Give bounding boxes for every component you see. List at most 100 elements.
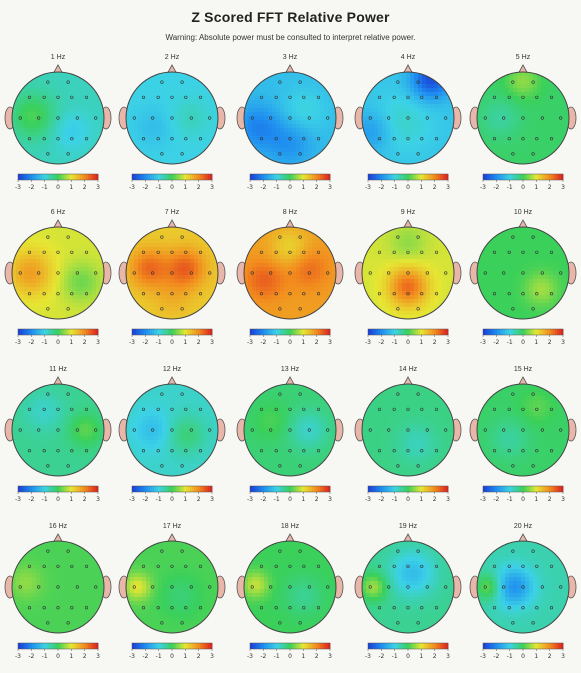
colorbar-tick-label: -3 (247, 496, 253, 503)
colorbar-tick-label: -1 (274, 653, 280, 660)
colorbar-tick-label: -3 (480, 653, 486, 660)
colorbar-tick-label: 3 (96, 496, 100, 503)
colorbar (132, 486, 212, 492)
colorbar-tick-label: -1 (392, 184, 398, 191)
colorbar-tick-label: -3 (365, 184, 371, 191)
colorbar (368, 643, 448, 649)
colorbar-tick-label: -3 (365, 653, 371, 660)
colorbar-tick-label: 2 (315, 184, 319, 191)
colorbar-tick-label: 1 (419, 496, 423, 503)
colorbar-tick-label: -2 (28, 184, 34, 191)
colorbar-tick-label: 0 (288, 653, 292, 660)
colorbar-tick-label: -3 (129, 653, 135, 660)
colorbar (18, 329, 98, 335)
colorbar-tick-label: 3 (328, 653, 332, 660)
colorbar-tick-label: -2 (28, 653, 34, 660)
colorbar (250, 174, 330, 180)
colorbar-tick-label: -2 (493, 184, 499, 191)
colorbar (250, 643, 330, 649)
colorbar-tick-label: 2 (197, 653, 201, 660)
colorbar-tick-label: 2 (197, 339, 201, 346)
colorbar-tick-label: 3 (210, 496, 214, 503)
colorbar-tick-label: 1 (69, 496, 73, 503)
colorbar-tick-label: 2 (315, 339, 319, 346)
colorbar-tick-label: -1 (156, 184, 162, 191)
colorbar (250, 486, 330, 492)
colorbar-tick-label: 2 (548, 496, 552, 503)
colorbar-tick-label: -1 (507, 184, 513, 191)
colorbar-tick-label: -3 (247, 339, 253, 346)
colorbar-tick-label: 2 (433, 339, 437, 346)
colorbar-tick-label: 3 (561, 653, 565, 660)
colorbar-tick-label: -2 (142, 339, 148, 346)
colorbar-tick-label: 3 (210, 653, 214, 660)
colorbar-tick-label: 0 (170, 184, 174, 191)
colorbar-tick-label: 3 (96, 653, 100, 660)
colorbar-tick-label: 0 (521, 653, 525, 660)
colorbar-tick-label: 2 (548, 339, 552, 346)
colorbar-tick-label: 1 (183, 339, 187, 346)
colorbar-tick-label: 0 (288, 184, 292, 191)
colorbar-tick-label: 1 (69, 339, 73, 346)
colorbar-tick-label: -2 (142, 184, 148, 191)
colorbar-tick-label: 2 (83, 653, 87, 660)
colorbar-tick-label: 3 (210, 339, 214, 346)
colorbar-tick-label: -3 (129, 496, 135, 503)
colorbar-tick-label: -3 (480, 339, 486, 346)
colorbar-tick-label: 2 (83, 184, 87, 191)
colorbar-tick-label: -1 (42, 339, 48, 346)
colorbar-tick-label: 1 (301, 184, 305, 191)
colorbar-tick-label: 0 (56, 184, 60, 191)
colorbar-tick-label: -1 (156, 653, 162, 660)
colorbar-tick-label: -3 (15, 339, 21, 346)
colorbar-tick-label: 1 (301, 339, 305, 346)
colorbar-tick-label: 1 (419, 184, 423, 191)
colorbar-tick-label: 3 (446, 184, 450, 191)
colorbar-tick-label: 3 (328, 339, 332, 346)
colorbar-tick-label: -2 (260, 496, 266, 503)
colorbar-tick-label: -3 (365, 339, 371, 346)
colorbar (18, 486, 98, 492)
colorbar-tick-label: -2 (493, 653, 499, 660)
colorbar-tick-label: 1 (301, 653, 305, 660)
colorbar-tick-label: -3 (15, 184, 21, 191)
colorbar-tick-label: -1 (274, 184, 280, 191)
colorbar-tick-label: 0 (521, 184, 525, 191)
colorbar-tick-label: 0 (170, 496, 174, 503)
colorbar-tick-label: -1 (392, 496, 398, 503)
colorbar-tick-label: 1 (183, 496, 187, 503)
colorbar (132, 329, 212, 335)
colorbar-tick-label: 1 (419, 339, 423, 346)
colorbar-tick-label: -2 (28, 339, 34, 346)
colorbar-tick-label: 2 (315, 496, 319, 503)
colorbar-tick-label: -1 (274, 339, 280, 346)
colorbar-tick-label: -2 (260, 184, 266, 191)
